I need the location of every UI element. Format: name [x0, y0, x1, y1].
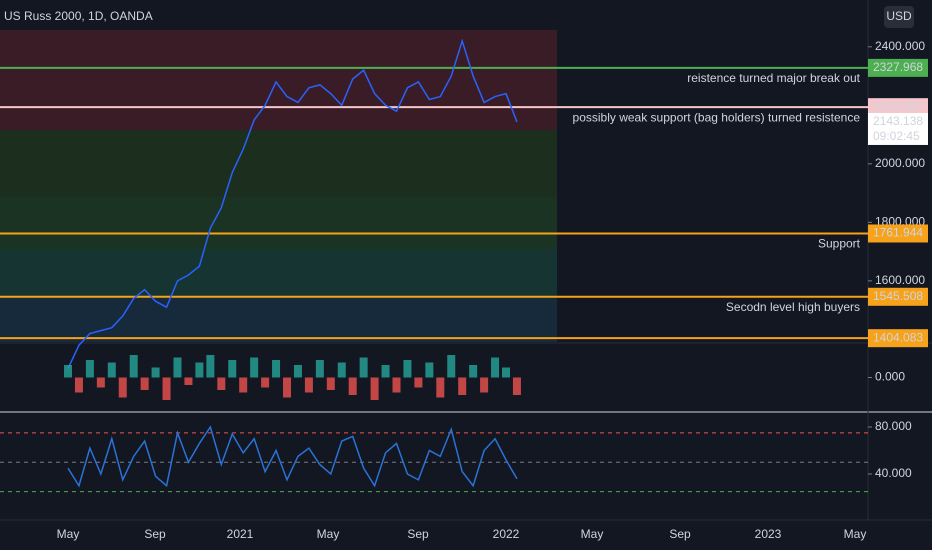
price-line: [67, 38, 518, 369]
level-price-label: 1404.083: [873, 330, 923, 344]
oscillator-bar: [140, 377, 149, 390]
current-price-label: 2143.138: [873, 114, 923, 128]
oscillator-bar: [425, 362, 434, 378]
oscillator-bar: [348, 377, 357, 395]
currency-label[interactable]: USD: [886, 9, 912, 23]
oscillator-bar: [381, 365, 390, 378]
currency-button[interactable]: [884, 6, 914, 28]
level-annotation: Secodn level high buyers: [726, 300, 860, 314]
oscillator-bar: [370, 377, 379, 400]
level-annotation: possibly weak support (bag holders) turn…: [573, 110, 861, 124]
oscillator-bar: [491, 357, 500, 378]
chart-title: US Russ 2000, 1D, OANDA: [4, 9, 153, 23]
y-tick-label: 2400.000: [875, 39, 925, 53]
time-label: Sep: [669, 527, 691, 541]
oscillator-bar: [283, 377, 291, 398]
y-tick-label: 80.000: [875, 419, 912, 433]
oscillator-bar: [480, 377, 489, 393]
price-line: [67, 425, 518, 488]
fib-zone: [0, 197, 557, 249]
oscillator-bar: [469, 365, 478, 378]
oscillator-bar: [74, 377, 83, 393]
level-annotation: Support: [818, 237, 861, 251]
level-price-label: 2193.657: [873, 99, 923, 113]
level-price-label: 1761.944: [873, 226, 923, 240]
oscillator-bar: [239, 377, 248, 393]
y-tick-label: 40.000: [875, 466, 912, 480]
oscillator-bar: [458, 377, 467, 395]
current-price-box: [868, 112, 928, 145]
oscillator-bar: [403, 360, 412, 378]
time-label: Sep: [144, 527, 166, 541]
fib-zone: [0, 30, 557, 130]
time-label: May: [844, 527, 867, 541]
time-label: 2021: [227, 527, 254, 541]
oscillator-bar: [118, 377, 127, 398]
time-label: 2023: [755, 527, 782, 541]
oscillator-bar: [151, 367, 160, 378]
oscillator-bar: [85, 360, 94, 378]
time-label: Sep: [407, 527, 429, 541]
oscillator-bar: [272, 360, 281, 378]
fib-zone: [0, 298, 557, 342]
oscillator-bar: [436, 377, 445, 398]
oscillator-bar: [217, 377, 226, 390]
oscillator-bar: [162, 377, 171, 400]
countdown-label: 09:02:45: [873, 129, 920, 143]
oscillator-bar: [293, 365, 302, 378]
time-label: 2022: [493, 527, 520, 541]
fib-zone: [0, 249, 557, 298]
oscillator-bar: [502, 367, 510, 378]
level-price-box: [868, 287, 928, 306]
oscillator-bar: [414, 377, 423, 388]
oscillator-bar: [184, 377, 193, 385]
oscillator-bar: [250, 357, 259, 378]
oscillator-bar: [447, 355, 456, 378]
level-price-box: [868, 224, 928, 243]
oscillator-bar: [337, 362, 346, 378]
time-label: May: [581, 527, 604, 541]
oscillator-bar: [228, 360, 237, 378]
oscillator-bar: [195, 362, 204, 378]
oscillator-bar: [304, 377, 313, 393]
oscillator-bar: [206, 355, 215, 378]
oscillator-bar: [129, 355, 138, 378]
oscillator-bar: [359, 357, 368, 378]
time-label: May: [317, 527, 340, 541]
level-price-box: [868, 98, 928, 117]
oscillator-bar: [261, 377, 270, 388]
y-tick-label: 1600.000: [875, 273, 925, 287]
time-label: May: [57, 527, 80, 541]
level-annotation: reistence turned major break out: [687, 71, 860, 85]
oscillator-bar: [315, 360, 324, 378]
level-price-label: 2327.968: [873, 60, 923, 74]
oscillator-bar: [512, 377, 521, 395]
oscillator-bar: [107, 362, 116, 378]
oscillator-bar: [173, 357, 182, 378]
y-tick-label: 2000.000: [875, 156, 925, 170]
level-price-label: 1545.508: [873, 289, 923, 303]
y-tick-label: 0.000: [875, 370, 905, 384]
oscillator-bar: [96, 377, 105, 388]
oscillator-bar: [64, 365, 72, 378]
fib-zone: [0, 130, 557, 197]
level-price-box: [868, 329, 928, 348]
level-price-box: [868, 58, 928, 77]
oscillator-bar: [392, 377, 401, 393]
oscillator-bar: [326, 377, 335, 390]
